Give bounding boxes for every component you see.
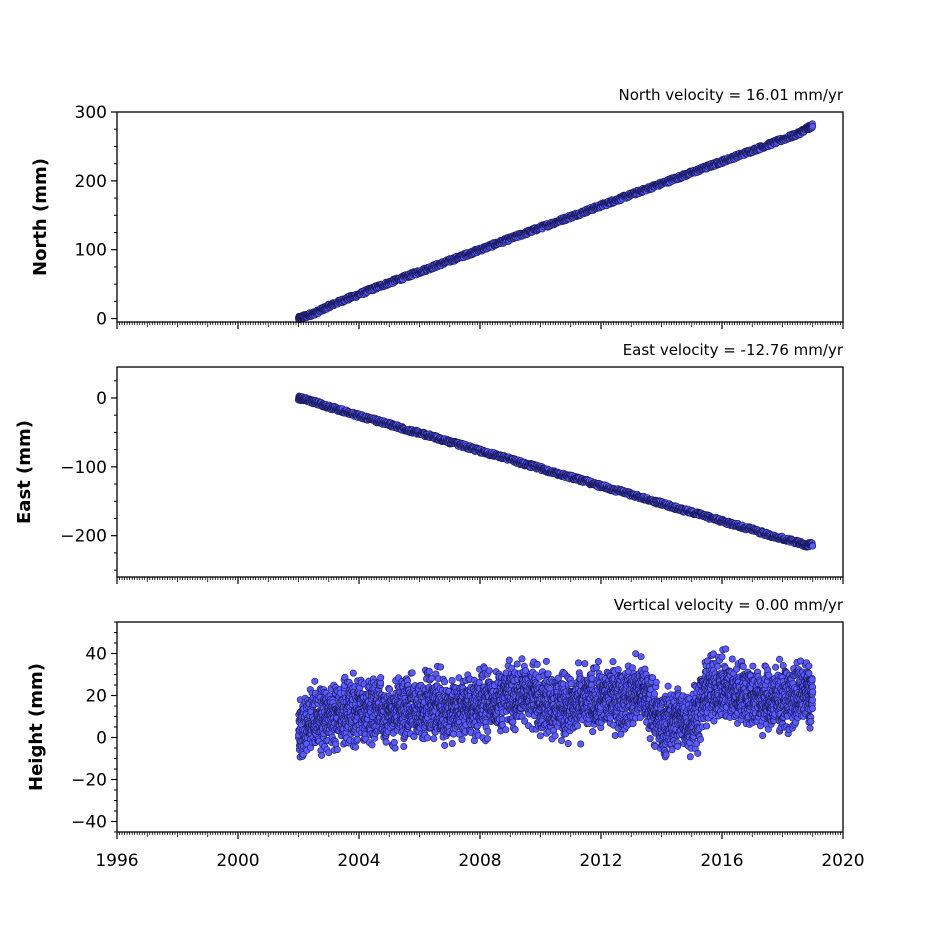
data-point — [353, 735, 361, 743]
north-data-points — [294, 120, 817, 324]
data-point — [441, 678, 449, 686]
height-axis-label: Height (mm) — [26, 663, 47, 791]
data-point — [368, 741, 376, 749]
vertical-velocity-title: Vertical velocity = 0.00 mm/yr — [614, 596, 844, 614]
y-tick-label: 0 — [96, 729, 107, 749]
data-point — [349, 669, 357, 677]
y-tick-label: 20 — [85, 687, 107, 707]
data-point — [809, 123, 817, 131]
x-tick-label: 2008 — [458, 851, 501, 871]
x-tick-label: 1996 — [95, 851, 138, 871]
x-tick-label: 2012 — [579, 851, 622, 871]
data-point — [311, 677, 319, 685]
east-velocity-title: East velocity = -12.76 mm/yr — [623, 341, 844, 359]
data-point — [386, 685, 394, 693]
north-panel: North velocity = 16.01 mm/yr North (mm) … — [30, 86, 844, 330]
data-point — [441, 741, 449, 749]
data-point — [318, 751, 326, 759]
y-tick-label: −200 — [60, 527, 107, 547]
y-tick-label: 100 — [75, 241, 107, 261]
y-tick-label: −100 — [60, 458, 107, 478]
data-point — [408, 669, 416, 677]
data-point — [382, 738, 390, 746]
x-tick-label: 2020 — [821, 851, 864, 871]
x-tick-label: 2016 — [700, 851, 743, 871]
data-point — [377, 674, 385, 682]
data-point — [423, 734, 431, 742]
north-axis-label: North (mm) — [30, 158, 51, 276]
data-point — [390, 738, 398, 746]
data-point — [430, 735, 438, 743]
x-tick-label: 2004 — [337, 851, 380, 871]
y-tick-label: −40 — [71, 813, 107, 833]
data-point — [391, 744, 399, 752]
data-point — [400, 742, 408, 750]
east-axis-label: East (mm) — [14, 420, 35, 524]
y-tick-label: −20 — [71, 771, 107, 791]
data-point — [333, 746, 341, 754]
y-tick-label: 0 — [96, 389, 107, 409]
data-point — [809, 542, 817, 550]
north-velocity-title: North velocity = 16.01 mm/yr — [619, 86, 844, 104]
y-tick-label: 40 — [85, 645, 107, 665]
x-tick-label: 2000 — [216, 851, 259, 871]
data-point — [437, 663, 445, 671]
y-tick-label: 200 — [75, 172, 107, 192]
y-tick-label: 300 — [75, 103, 107, 123]
y-tick-label: 0 — [96, 310, 107, 330]
data-point — [351, 743, 359, 751]
data-point — [425, 667, 433, 675]
